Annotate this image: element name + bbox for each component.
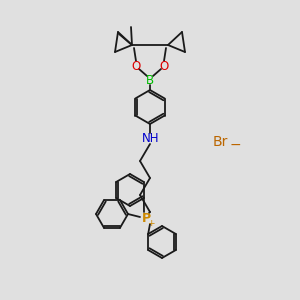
Text: B: B: [146, 74, 154, 86]
Text: Br: Br: [212, 135, 228, 149]
Text: P: P: [141, 212, 151, 224]
Text: −: −: [229, 138, 241, 152]
Text: +: +: [147, 218, 155, 227]
Text: NH: NH: [142, 131, 160, 145]
Text: O: O: [131, 59, 141, 73]
Text: O: O: [159, 59, 169, 73]
